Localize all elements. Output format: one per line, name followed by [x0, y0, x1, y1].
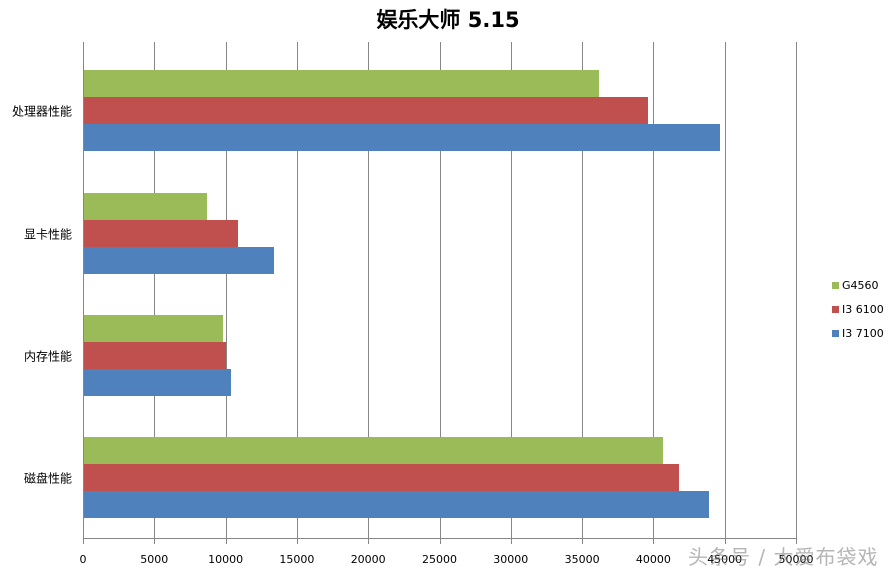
gridline — [368, 42, 370, 538]
legend-label: G4560 — [842, 278, 879, 292]
bar-i3-7100 — [84, 491, 709, 518]
gridline — [724, 42, 726, 538]
category-label: 内存性能 — [23, 349, 72, 363]
bar-i3-6100 — [84, 342, 226, 369]
x-tick — [582, 538, 584, 544]
bar-g4560 — [84, 315, 223, 342]
x-tick-label: 0 — [79, 553, 87, 566]
x-tick-label: 10000 — [208, 553, 244, 566]
legend-label: I3 7100 — [842, 326, 884, 340]
x-tick — [439, 538, 441, 544]
category-label: 磁盘性能 — [23, 471, 72, 485]
gridline — [439, 42, 441, 538]
legend-swatch — [832, 329, 839, 337]
x-tick — [653, 538, 655, 544]
legend-item: I3 7100 — [832, 326, 884, 340]
gridline — [653, 42, 655, 538]
x-tick — [225, 538, 227, 544]
gridline — [296, 42, 298, 538]
bar-i3-6100 — [84, 220, 239, 247]
watermark: 头条号 / 大爱布袋戏 — [688, 545, 879, 569]
bar-i3-6100 — [84, 97, 648, 124]
x-tick-label: 45000 — [707, 553, 743, 566]
bar-i3-7100 — [84, 247, 275, 274]
category-label: 显卡性能 — [23, 227, 72, 241]
x-tick-label: 50000 — [778, 553, 814, 566]
bar-i3-7100 — [84, 369, 232, 396]
bar-g4560 — [84, 437, 664, 464]
x-tick-label: 35000 — [564, 553, 600, 566]
legend-swatch — [832, 305, 839, 313]
legend-item: I3 6100 — [832, 302, 884, 316]
x-tick — [368, 538, 370, 544]
category-label: 处理器性能 — [11, 104, 72, 118]
x-tick-label: 40000 — [635, 553, 671, 566]
legend-item: G4560 — [832, 278, 884, 292]
legend-swatch — [832, 281, 839, 289]
x-tick — [796, 538, 797, 544]
bar-g4560 — [84, 193, 208, 220]
bar-i3-7100 — [84, 124, 721, 151]
x-tick-label: 5000 — [140, 553, 169, 566]
gridline — [510, 42, 512, 538]
gridline — [154, 42, 156, 538]
gridline — [225, 42, 227, 538]
chart-title: 娱乐大师 5.15 — [376, 8, 520, 32]
x-tick — [510, 538, 512, 544]
plot-area — [83, 42, 797, 538]
gridline — [796, 42, 797, 538]
x-tick-label: 15000 — [279, 553, 315, 566]
legend-label: I3 6100 — [842, 302, 884, 316]
bar-g4560 — [84, 70, 600, 97]
x-tick — [296, 538, 298, 544]
x-tick — [724, 538, 726, 544]
bar-i3-6100 — [84, 464, 680, 491]
x-tick — [83, 538, 84, 544]
x-tick — [154, 538, 156, 544]
x-tick-label: 25000 — [422, 553, 457, 566]
x-tick-label: 20000 — [350, 553, 386, 566]
x-tick-label: 30000 — [493, 553, 529, 566]
legend: G4560 I3 6100 I3 7100 — [832, 279, 884, 351]
y-axis-line — [83, 42, 84, 544]
gridline — [582, 42, 584, 538]
